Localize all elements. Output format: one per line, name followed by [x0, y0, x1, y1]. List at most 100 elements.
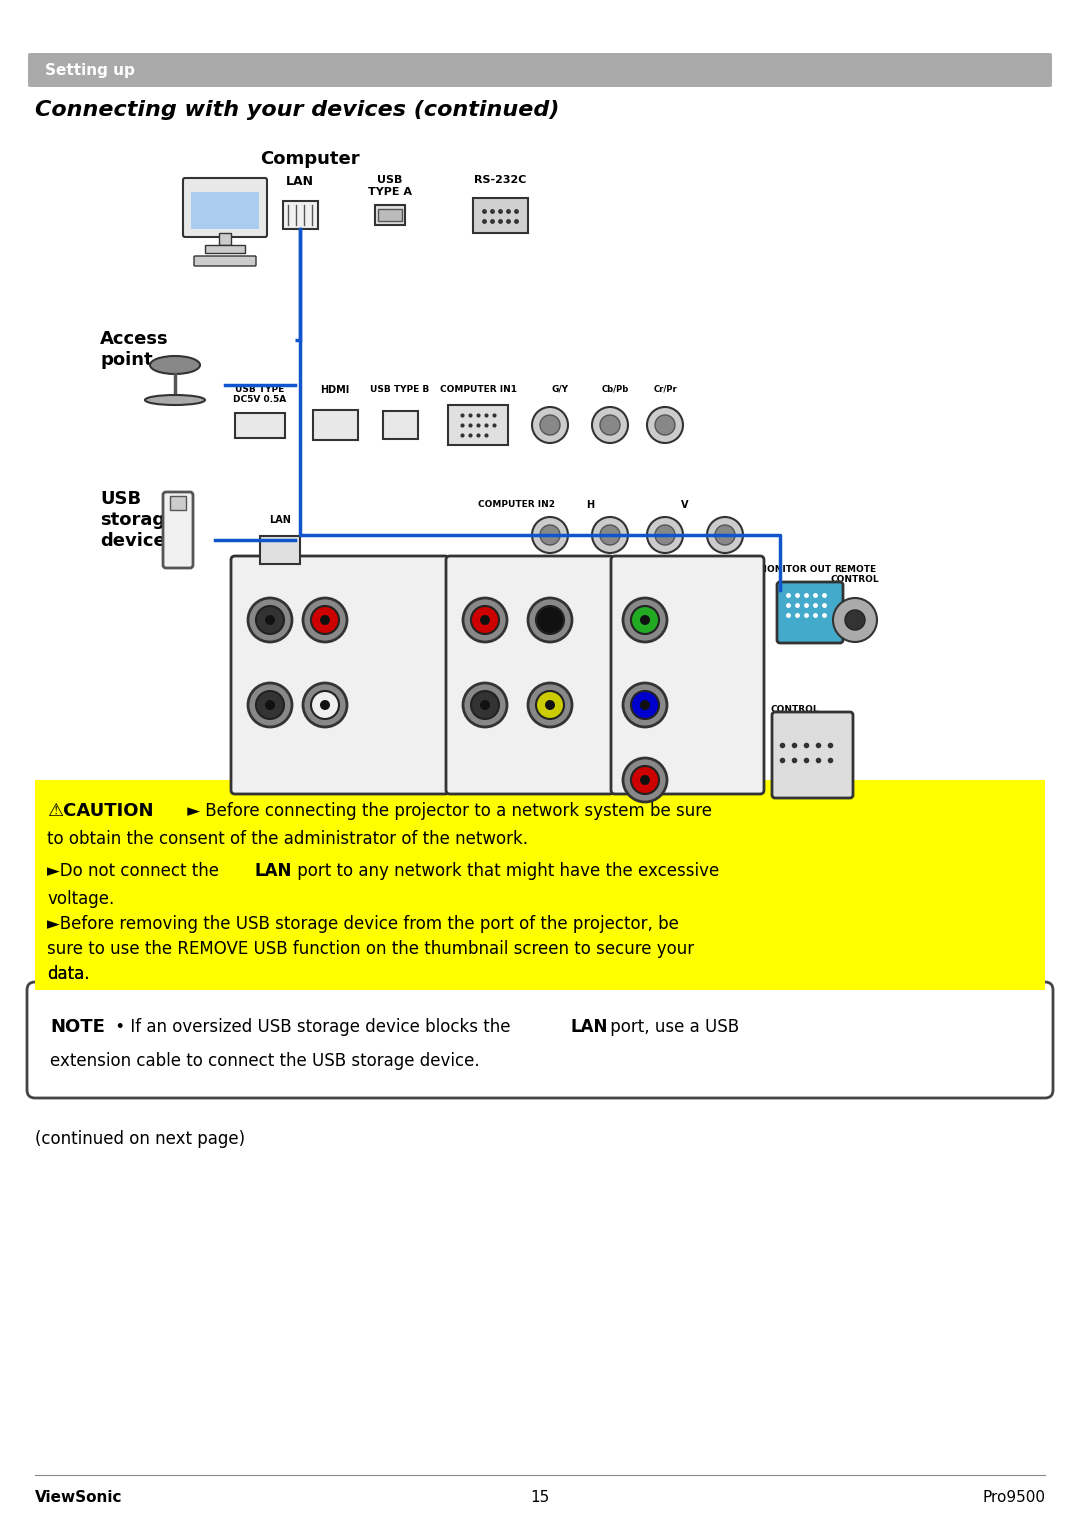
- Text: voltage.: voltage.: [48, 890, 114, 908]
- Text: G/Y: G/Y: [552, 385, 568, 394]
- Text: USB
storage
device: USB storage device: [100, 490, 177, 550]
- Circle shape: [623, 597, 667, 642]
- Circle shape: [528, 683, 572, 728]
- Text: LAN: LAN: [286, 175, 314, 188]
- Circle shape: [592, 516, 627, 553]
- Bar: [191, 192, 259, 228]
- Bar: [35, 965, 1045, 990]
- FancyBboxPatch shape: [163, 492, 193, 568]
- Circle shape: [248, 597, 292, 642]
- Circle shape: [654, 525, 675, 545]
- Text: REMOTE
CONTROL: REMOTE CONTROL: [831, 565, 879, 584]
- Text: sure to use the REMOVE USB function on the thumbnail screen to secure your: sure to use the REMOVE USB function on t…: [48, 941, 694, 958]
- Text: (continued on next page): (continued on next page): [35, 1131, 245, 1147]
- FancyBboxPatch shape: [777, 582, 843, 643]
- Text: MIC: MIC: [460, 680, 480, 689]
- Circle shape: [303, 597, 347, 642]
- Text: ► Before connecting the projector to a network system be sure: ► Before connecting the projector to a n…: [183, 801, 712, 820]
- Text: RS-232C: RS-232C: [474, 175, 526, 185]
- Bar: [448, 404, 508, 444]
- Text: L: L: [460, 715, 465, 725]
- FancyBboxPatch shape: [28, 54, 1052, 87]
- Text: ►Do not connect the: ►Do not connect the: [48, 863, 225, 879]
- FancyBboxPatch shape: [27, 982, 1053, 1098]
- Circle shape: [623, 683, 667, 728]
- Text: port to any network that might have the excessive: port to any network that might have the …: [292, 863, 719, 879]
- Bar: [235, 412, 285, 438]
- Circle shape: [311, 607, 339, 634]
- Text: data.: data.: [48, 965, 90, 984]
- FancyBboxPatch shape: [183, 178, 267, 237]
- Text: ►Before removing the USB storage device from the port of the projector, be: ►Before removing the USB storage device …: [48, 915, 679, 933]
- Text: L: L: [333, 709, 338, 719]
- Text: USB
TYPE A: USB TYPE A: [368, 175, 411, 196]
- Text: extension cable to connect the USB storage device.: extension cable to connect the USB stora…: [50, 1052, 480, 1069]
- Text: HDMI: HDMI: [321, 385, 350, 395]
- Text: Computer: Computer: [260, 150, 360, 169]
- Text: AUDIO IN1: AUDIO IN1: [247, 570, 296, 579]
- Text: LAN: LAN: [269, 515, 291, 525]
- Text: ⚠CAUTION: ⚠CAUTION: [48, 801, 153, 820]
- Bar: [378, 208, 402, 221]
- Text: Cb/Pb: Cb/Pb: [602, 385, 629, 394]
- Ellipse shape: [145, 395, 205, 404]
- Text: MONITOR OUT: MONITOR OUT: [758, 565, 832, 574]
- Circle shape: [715, 525, 735, 545]
- Circle shape: [480, 700, 490, 709]
- Circle shape: [631, 607, 659, 634]
- Circle shape: [631, 691, 659, 719]
- Circle shape: [265, 700, 275, 709]
- Circle shape: [320, 700, 330, 709]
- Circle shape: [532, 408, 568, 443]
- Text: USB TYPE B: USB TYPE B: [370, 385, 430, 394]
- Circle shape: [640, 700, 650, 709]
- Text: 15: 15: [530, 1491, 550, 1504]
- Text: Y: Y: [642, 570, 648, 581]
- Text: • If an oversized USB storage device blocks the: • If an oversized USB storage device blo…: [110, 1017, 516, 1036]
- Circle shape: [248, 683, 292, 728]
- Text: CONTROL: CONTROL: [771, 705, 820, 714]
- Circle shape: [631, 766, 659, 794]
- Text: USB TYPE
DC5V 0.5A: USB TYPE DC5V 0.5A: [233, 385, 286, 404]
- Circle shape: [463, 597, 507, 642]
- FancyBboxPatch shape: [611, 556, 764, 794]
- Circle shape: [480, 614, 490, 625]
- Ellipse shape: [150, 355, 200, 374]
- Circle shape: [528, 597, 572, 642]
- Text: LAN: LAN: [255, 863, 293, 879]
- Text: AUDIO IN2: AUDIO IN2: [247, 709, 296, 719]
- Circle shape: [647, 408, 683, 443]
- Text: LAN: LAN: [570, 1017, 607, 1036]
- Circle shape: [256, 691, 284, 719]
- Bar: [205, 245, 245, 253]
- Bar: [219, 233, 231, 245]
- Bar: [382, 411, 418, 440]
- Bar: [260, 536, 300, 564]
- Text: Cb/Pb: Cb/Pb: [620, 665, 647, 674]
- Circle shape: [592, 408, 627, 443]
- Circle shape: [845, 610, 865, 630]
- FancyBboxPatch shape: [194, 256, 256, 267]
- Bar: [30, 130, 1050, 740]
- Circle shape: [536, 607, 564, 634]
- Circle shape: [640, 614, 650, 625]
- Circle shape: [640, 775, 650, 784]
- Circle shape: [303, 683, 347, 728]
- Text: Setting up: Setting up: [45, 63, 135, 78]
- Circle shape: [707, 516, 743, 553]
- FancyBboxPatch shape: [231, 556, 449, 794]
- Text: ViewSonic: ViewSonic: [35, 1491, 122, 1504]
- Circle shape: [623, 758, 667, 801]
- Circle shape: [540, 415, 561, 435]
- Circle shape: [256, 607, 284, 634]
- Text: Cr/Pr: Cr/Pr: [667, 774, 691, 781]
- Bar: [170, 496, 186, 510]
- Text: Pro9500: Pro9500: [982, 1491, 1045, 1504]
- Bar: [312, 411, 357, 440]
- Text: AUDIO OUT
R: AUDIO OUT R: [460, 570, 513, 590]
- Circle shape: [320, 614, 330, 625]
- Circle shape: [654, 415, 675, 435]
- Circle shape: [536, 691, 564, 719]
- Text: VIDEO: VIDEO: [526, 715, 554, 725]
- Circle shape: [545, 614, 555, 625]
